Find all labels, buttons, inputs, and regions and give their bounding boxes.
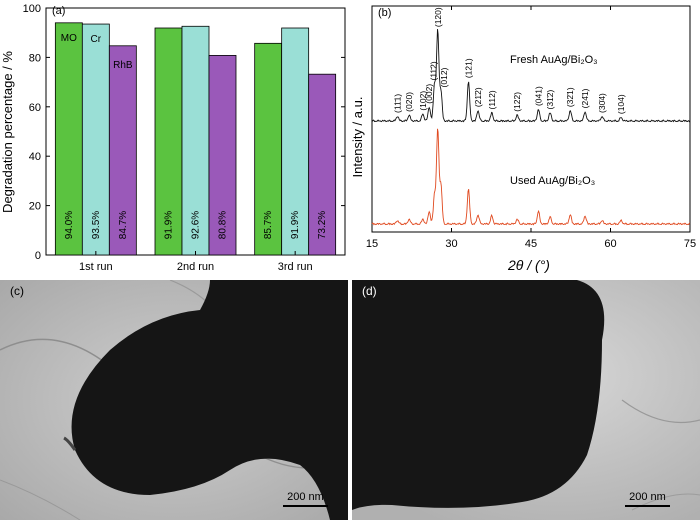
bar-mo-2: [154, 27, 183, 256]
peak-index-label: (104): [616, 94, 626, 114]
bar-cr-3: [281, 27, 310, 256]
bar-value-label: 73.2%: [317, 211, 328, 239]
tem-image-fresh: (c) 200 nm: [0, 280, 348, 520]
x-tick-label: 3rd run: [278, 261, 313, 273]
tem-particle-image: [0, 280, 348, 520]
xrd-pattern-panel: (b) Intensity / a.u. 2θ / (°) Fresh AuAg…: [350, 0, 700, 278]
panel-c-label: (c): [10, 284, 24, 298]
y-tick-label: 0: [35, 250, 41, 262]
bar-value-label: 91.9%: [290, 211, 301, 239]
plot-frame: [371, 5, 691, 233]
x-tick-label: 75: [684, 238, 696, 250]
peak-index-label: (32̄1): [565, 87, 575, 107]
y-tick-label: 20: [29, 201, 41, 213]
scale-bar: [625, 505, 670, 507]
peak-index-label: (24̄1): [580, 88, 590, 108]
xrd-pattern-chart: (b) Intensity / a.u. 2θ / (°) Fresh AuAg…: [350, 5, 696, 273]
series-label-used: Used AuAg/Bi₂O₃: [510, 175, 595, 187]
legend-entry-rhb: RhB: [113, 60, 133, 71]
series-label-fresh: Fresh AuAg/Bi₂O₃: [510, 54, 598, 66]
x-tick-label: 1st run: [79, 261, 113, 273]
panel-d-label: (d): [362, 284, 377, 298]
bar-value-label: 84.7%: [118, 211, 129, 239]
tem-particle-image: [352, 280, 700, 520]
peak-index-label: (112): [487, 90, 497, 109]
bar-value-label: 94.0%: [64, 211, 75, 239]
panel-a-label: (a): [52, 5, 65, 17]
bar-value-label: 93.5%: [91, 211, 102, 239]
y-axis-label: Degradation percentage / %: [0, 51, 15, 213]
peak-index-label: (120): [433, 7, 443, 27]
x-tick-label: 2nd run: [177, 261, 214, 273]
peak-index-label: (002): [424, 84, 434, 104]
panel-b-label: (b): [378, 7, 391, 19]
peak-index-label: (21̄2): [473, 87, 483, 107]
y-tick-label: 100: [23, 3, 41, 15]
peak-index-label: (121): [463, 58, 473, 78]
y-tick-label: 80: [29, 52, 41, 64]
y-axis-label: Intensity / a.u.: [350, 97, 365, 178]
bar-mo-1: [54, 22, 83, 256]
scale-bar: [283, 505, 328, 507]
degradation-bar-chart: (a) Degradation percentage / % 0 20 40 60 80…: [0, 3, 346, 273]
bar-value-label: 80.8%: [218, 211, 229, 239]
x-tick-label: 15: [366, 238, 378, 250]
bar-value-label: 91.9%: [164, 211, 175, 239]
legend-entry-cr: Cr: [91, 34, 102, 45]
peak-index-label: (30̄4): [597, 93, 607, 113]
bar-value-label: 85.7%: [263, 211, 274, 239]
x-tick-label: 30: [445, 238, 457, 250]
y-tick-label: 60: [29, 102, 41, 114]
scale-bar-label: 200 nm: [629, 491, 666, 503]
peak-index-label: (31̄2): [545, 89, 555, 109]
bar-cr-2: [181, 25, 210, 256]
bar-rhb-3: [308, 73, 337, 256]
peak-index-label: (11̄1): [392, 94, 402, 113]
peak-index-label: (041): [533, 86, 543, 106]
xrd-series-fresh: [372, 29, 691, 123]
tem-image-used: (d) 200 nm: [352, 280, 700, 520]
x-tick-label: 60: [604, 238, 616, 250]
peak-index-label: (020): [404, 92, 414, 112]
particle-shape: [352, 280, 605, 510]
scale-bar-label: 200 nm: [287, 491, 324, 503]
peak-index-label: (012): [439, 67, 449, 87]
x-axis-label: 2θ / (°): [507, 257, 550, 273]
bar-value-label: 92.6%: [191, 211, 202, 239]
peak-index-label: (102): [418, 91, 428, 111]
peak-index-label: (11̄2): [428, 61, 438, 80]
bar-rhb-1: [108, 45, 137, 256]
degradation-bar-chart-panel: (a) Degradation percentage / % 0 20 40 60 80…: [0, 0, 350, 278]
peak-index-label: (122): [512, 92, 522, 112]
bar-rhb-2: [208, 55, 237, 256]
particle-shape: [71, 280, 348, 520]
y-tick-label: 40: [29, 151, 41, 163]
xrd-series-used: [371, 128, 691, 226]
legend-entry-mo: MO: [61, 33, 77, 44]
x-tick-label: 45: [525, 238, 537, 250]
